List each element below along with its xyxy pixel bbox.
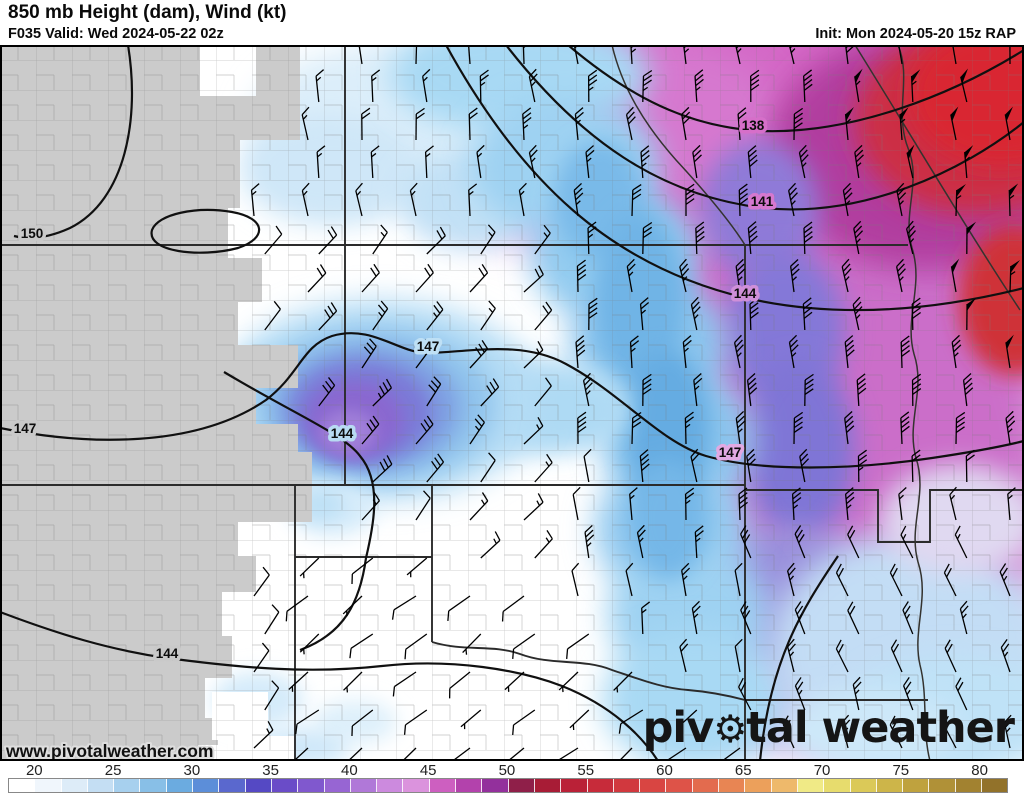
colorbar-segment [851, 779, 877, 792]
colorbar-segment [272, 779, 298, 792]
colorbar-segment [325, 779, 351, 792]
colorbar-tick-label: 25 [105, 762, 122, 779]
colorbar-segment [772, 779, 798, 792]
colorbar-tick-label: 65 [735, 762, 752, 779]
colorbar-segment [219, 779, 245, 792]
colorbar-tick-label: 40 [341, 762, 358, 779]
colorbar-tick-label: 80 [971, 762, 988, 779]
colorbar-segment [482, 779, 508, 792]
colorbar-segment [798, 779, 824, 792]
colorbar-segment [298, 779, 324, 792]
colorbar-segment [956, 779, 982, 792]
colorbar-segment [509, 779, 535, 792]
colorbar-tick-label: 50 [499, 762, 516, 779]
map-header: 850 mb Height (dam), Wind (kt) F035 Vali… [0, 0, 1024, 45]
colorbar-segment [745, 779, 771, 792]
contour-label: 144 [734, 286, 757, 301]
contour-label: 138 [742, 118, 765, 133]
colorbar-tick-label: 20 [26, 762, 43, 779]
colorbar-segment [377, 779, 403, 792]
colorbar-segment [877, 779, 903, 792]
forecast-valid-time: F035 Valid: Wed 2024-05-22 02z [8, 26, 224, 42]
map-canvas: 150 147 147 144 147 144 138 141 144 www.pivotalwe… [0, 45, 1024, 761]
colorbar-tick-label: 70 [814, 762, 831, 779]
map-title: 850 mb Height (dam), Wind (kt) [8, 2, 287, 24]
forecast-map: 150 147 147 144 147 144 138 141 144 www.pivotalwe… [0, 45, 1024, 761]
colorbar-segment [640, 779, 666, 792]
colorbar-tick-label: 30 [184, 762, 201, 779]
colorbar-segment [588, 779, 614, 792]
colorbar-segment [167, 779, 193, 792]
contour-label: 144 [156, 646, 179, 661]
county-lines [0, 45, 1024, 761]
contour-label: 141 [751, 194, 774, 209]
colorbar-tick-label: 55 [577, 762, 594, 779]
colorbar-segment [456, 779, 482, 792]
colorbar-segment [351, 779, 377, 792]
pivotal-weather-logo: piv⚙tal weather [643, 703, 1016, 753]
colorbar-segment [35, 779, 61, 792]
colorbar-segment [403, 779, 429, 792]
colorbar-segment [9, 779, 35, 792]
colorbar-segment [430, 779, 456, 792]
colorbar-segment [114, 779, 140, 792]
contour-label: 147 [417, 339, 440, 354]
contour-label: 150 [21, 226, 44, 241]
contour-label: 144 [331, 426, 354, 441]
colorbar-segment [719, 779, 745, 792]
colorbar-tick-label: 35 [262, 762, 279, 779]
colorbar-segment [903, 779, 929, 792]
colorbar-tick-label: 60 [656, 762, 673, 779]
wind-speed-colorbar: 20 25 30 35 40 45 50 55 60 65 70 75 80 [0, 761, 1024, 791]
contour-label: 147 [719, 445, 742, 460]
colorbar-segment [929, 779, 955, 792]
watermark: www.pivotalweather.com [5, 741, 213, 761]
colorbar-segment [693, 779, 719, 792]
colorbar-segment [824, 779, 850, 792]
colorbar-segment [140, 779, 166, 792]
colorbar-tick-label: 75 [892, 762, 909, 779]
colorbar-segment [666, 779, 692, 792]
contour-label: 147 [14, 421, 37, 436]
colorbar-segment [193, 779, 219, 792]
colorbar-segment [246, 779, 272, 792]
model-init-time: Init: Mon 2024-05-20 15z RAP [815, 26, 1016, 42]
colorbar-segment [561, 779, 587, 792]
colorbar-segment [535, 779, 561, 792]
gear-icon: ⚙ [713, 707, 746, 751]
colorbar-segment [614, 779, 640, 792]
colorbar-segment [982, 779, 1007, 792]
colorbar-segment [62, 779, 88, 792]
colorbar-segment [88, 779, 114, 792]
colorbar-tick-label: 45 [420, 762, 437, 779]
